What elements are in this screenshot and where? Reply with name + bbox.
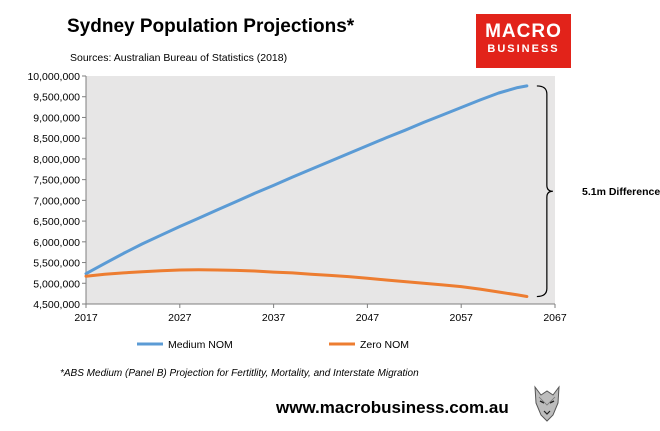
macrobusiness-logo: MACRO BUSINESS [476, 14, 571, 68]
y-tick-label: 8,500,000 [33, 133, 80, 145]
y-axis: 4,500,000 5,000,000 5,500,000 6,000,000 6,50… [27, 71, 86, 311]
chart-title: Sydney Population Projections* [67, 16, 355, 37]
wolf-mascot-icon [534, 385, 560, 422]
series-line-medium-nom [84, 84, 529, 276]
y-tick-label: 9,500,000 [33, 92, 80, 104]
y-tick-label: 6,500,000 [33, 216, 80, 228]
legend-label: Medium NOM [168, 339, 233, 351]
y-tick-label: 10,000,000 [27, 71, 80, 83]
y-tick-label: 9,000,000 [33, 112, 80, 124]
footnote: *ABS Medium (Panel B) Projection for Fer… [60, 368, 419, 379]
y-tick-label: 8,000,000 [33, 154, 80, 166]
legend-label: Zero NOM [360, 339, 409, 351]
legend: Medium NOM Zero NOM [137, 339, 409, 351]
x-tick-label: 2047 [356, 312, 380, 324]
y-tick-label: 7,000,000 [33, 195, 80, 207]
difference-annotation: 5.1m Difference [582, 186, 660, 198]
logo-line-1: MACRO [485, 21, 562, 42]
series-lines [84, 84, 529, 298]
difference-bracket [536, 85, 553, 298]
x-tick-label: 2037 [262, 312, 286, 324]
x-tick-label: 2067 [543, 312, 567, 324]
plot-area [86, 76, 555, 304]
x-tick-label: 2027 [168, 312, 192, 324]
x-axis: 2017 2027 2037 2047 2057 2067 [74, 304, 567, 324]
x-tick-label: 2057 [450, 312, 474, 324]
y-tick-label: 4,500,000 [33, 299, 80, 311]
chart-subtitle: Sources: Australian Bureau of Statistics… [70, 52, 288, 64]
website-url[interactable]: www.macrobusiness.com.au [276, 398, 509, 417]
y-tick-label: 6,000,000 [33, 237, 80, 249]
y-tick-label: 7,500,000 [33, 175, 80, 187]
x-tick-label: 2017 [74, 312, 98, 324]
series-line-zero-nom [84, 268, 529, 298]
y-tick-label: 5,000,000 [33, 278, 80, 290]
logo-line-2: BUSINESS [487, 43, 560, 55]
y-tick-label: 5,500,000 [33, 258, 80, 270]
